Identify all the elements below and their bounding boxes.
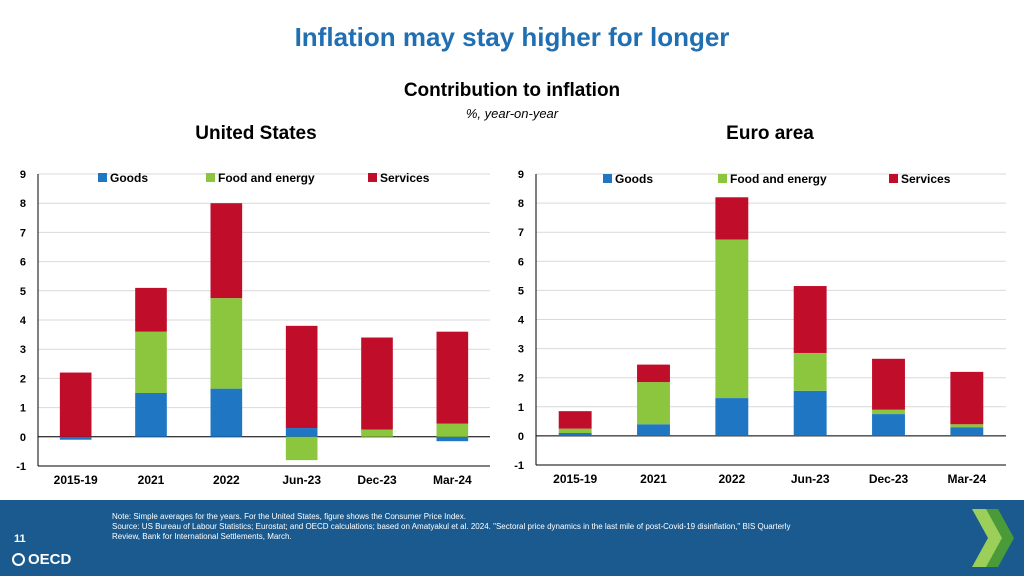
chart-title-euro: Euro area (726, 123, 814, 144)
bar-segment-services (715, 197, 749, 240)
x-tick-label: 2022 (213, 473, 240, 487)
x-tick-label: Jun-23 (791, 472, 830, 486)
legend-label: Food and energy (218, 171, 315, 185)
bar-segment-food-energy (135, 331, 167, 393)
bar-segment-goods (210, 388, 243, 437)
y-tick-label: 0 (20, 432, 26, 444)
bar-segment-services (436, 331, 469, 424)
bar-segment-services (285, 325, 318, 429)
legend-label: Goods (615, 172, 653, 186)
figure-unit: %, year-on-year (465, 106, 559, 121)
bar-segment-services (210, 203, 243, 299)
bar-segment-goods (558, 432, 592, 436)
legend-swatch (206, 173, 215, 182)
bar-segment-goods (950, 427, 984, 436)
y-tick-label: -1 (16, 461, 26, 473)
bar-segment-services (361, 337, 393, 430)
footer-bar (0, 500, 1024, 576)
bar-segment-services (637, 364, 670, 383)
oecd-logo-text: OECD (28, 551, 72, 568)
y-tick-label: 9 (518, 169, 524, 181)
y-tick-label: 8 (518, 198, 524, 210)
y-tick-label: 7 (20, 227, 26, 239)
bar-segment-food-energy (715, 239, 749, 399)
bar-segment-goods (59, 436, 92, 440)
y-tick-label: 1 (20, 403, 26, 415)
y-tick-label: 8 (20, 198, 26, 210)
x-tick-label: 2015-19 (553, 472, 597, 486)
x-tick-label: 2021 (138, 473, 165, 487)
x-tick-label: 2021 (640, 472, 667, 486)
page-number: 11 (14, 533, 26, 545)
y-tick-label: 9 (20, 169, 26, 181)
y-tick-label: 3 (518, 344, 524, 356)
bar-segment-goods (715, 398, 749, 436)
bar-segment-food-energy (558, 428, 592, 433)
legend-swatch (98, 173, 107, 182)
chart-euro-area: -1 0 1 2 3 4 5 6 7 8 9 2015-19 2021 2022 Jun-23 Dec-23 M… (514, 169, 1006, 486)
bar-segment-services (950, 371, 984, 425)
y-tick-label: 3 (20, 344, 26, 356)
bar-segment-services (135, 287, 167, 332)
y-tick-label: 1 (518, 402, 524, 414)
chevron-logo-icon (972, 509, 1014, 567)
chart-title-us: United States (195, 123, 317, 144)
y-tick-label: 5 (518, 285, 524, 297)
y-tick-label: 5 (20, 286, 26, 298)
x-tick-label: Dec-23 (869, 472, 909, 486)
x-tick-label: Jun-23 (282, 473, 321, 487)
bar-segment-food-energy (950, 424, 984, 428)
y-tick-label: 0 (518, 431, 524, 443)
bar-segment-services (558, 411, 592, 429)
x-tick-label: 2022 (718, 472, 745, 486)
note-line: Review, Bank for International Settlemen… (112, 532, 292, 541)
oecd-logo: OECD (12, 551, 71, 568)
y-tick-label: 7 (518, 227, 524, 239)
slide-title: Inflation may stay higher for longer (294, 22, 730, 52)
bar-segment-goods (285, 428, 318, 437)
bar-segment-goods (872, 414, 905, 436)
legend-swatch (603, 174, 612, 183)
legend-label: Food and energy (730, 172, 827, 186)
x-tick-label: Dec-23 (357, 473, 397, 487)
bar-segment-food-energy (436, 423, 469, 437)
y-tick-label: 4 (20, 315, 27, 327)
source-note: Note: Simple averages for the years. For… (112, 512, 952, 542)
bar-segment-goods (436, 436, 469, 442)
bar-segment-food-energy (285, 436, 318, 461)
y-tick-label: 2 (20, 373, 26, 385)
figure-subtitle: Contribution to inflation (403, 80, 621, 101)
bar-segment-food-energy (793, 352, 827, 391)
bar-segment-food-energy (872, 409, 905, 415)
y-tick-label: 6 (20, 257, 26, 269)
note-line: Note: Simple averages for the years. For… (112, 512, 466, 521)
bar-segment-food-energy (210, 298, 243, 389)
bar-segment-services (59, 372, 92, 437)
bar-segment-food-energy (637, 382, 670, 425)
legend-swatch (889, 174, 898, 183)
oecd-logo-icon (12, 553, 25, 566)
x-tick-label: 2015-19 (54, 473, 98, 487)
legend-label: Services (901, 172, 951, 186)
y-tick-label: 6 (518, 256, 524, 268)
legend-label: Services (380, 171, 430, 185)
y-tick-label: 4 (518, 315, 525, 327)
bar-segment-goods (793, 390, 827, 436)
legend-swatch (718, 174, 727, 183)
note-line: Source: US Bureau of Labour Statistics; … (112, 522, 791, 531)
bar-segment-goods (135, 393, 167, 437)
bar-segment-services (872, 358, 905, 410)
bar-segment-goods (637, 424, 670, 436)
bar-segment-services (793, 286, 827, 353)
bar-segment-food-energy (361, 429, 393, 437)
legend-swatch (368, 173, 377, 182)
chart-united-states: -1 0 1 2 3 4 5 6 7 8 9 2015-19 2021 2022 Jun-23 Dec-23 M… (16, 169, 490, 487)
y-tick-label: 2 (518, 373, 524, 385)
y-tick-label: -1 (514, 460, 524, 472)
x-tick-label: Mar-24 (947, 472, 986, 486)
legend-label: Goods (110, 171, 148, 185)
x-tick-label: Mar-24 (433, 473, 472, 487)
